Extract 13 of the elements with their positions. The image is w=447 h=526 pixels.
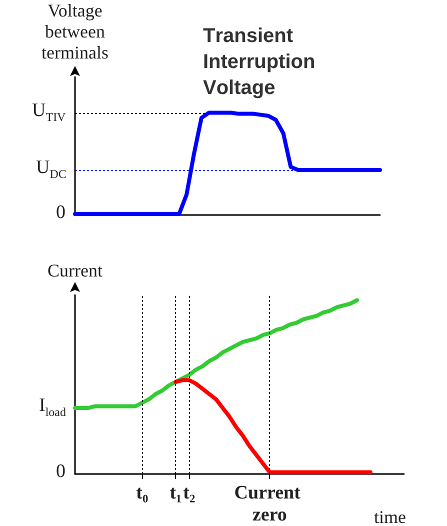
y-axis-title: Voltage between terminals	[42, 0, 108, 62]
text: 0	[56, 461, 66, 482]
x-axis-title: time	[374, 507, 406, 526]
chart-title: Transient Interruption Voltage	[203, 25, 316, 99]
x-tick-label: t₀	[136, 482, 148, 504]
x-tick-label: t₁	[170, 482, 182, 504]
text: U$_{DC}$	[36, 157, 66, 181]
x-tick-label: t₂	[183, 482, 196, 504]
y-axis-title: Current	[48, 260, 102, 280]
x-tick-label: Current zero	[234, 482, 306, 526]
text: I$_{load}$	[39, 394, 66, 419]
text: 0	[56, 202, 66, 223]
text: U$_{TIV}$	[32, 100, 66, 124]
